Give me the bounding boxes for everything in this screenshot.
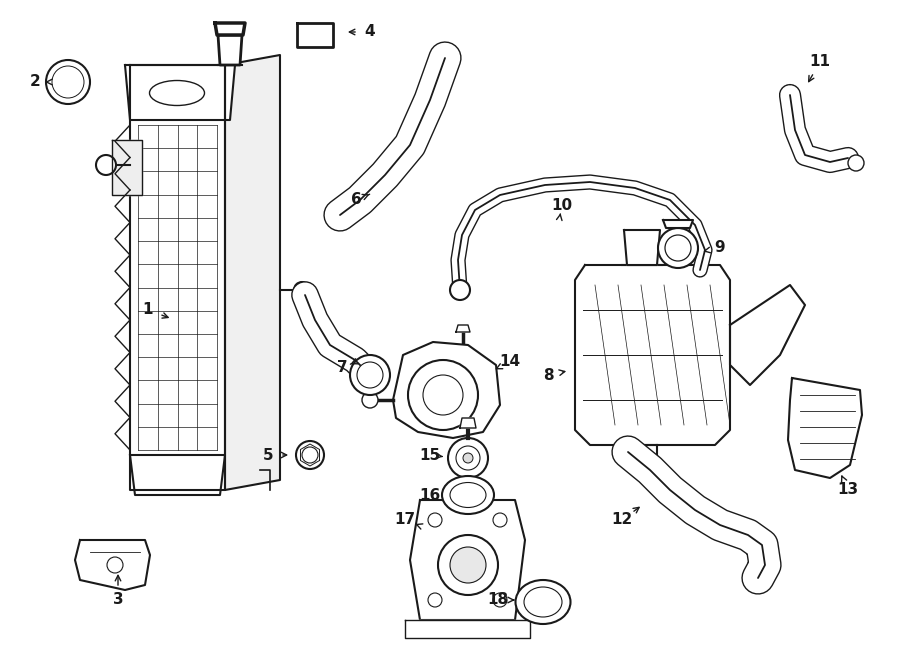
Text: 15: 15 xyxy=(419,447,441,463)
Circle shape xyxy=(423,375,463,415)
Text: 12: 12 xyxy=(611,512,633,527)
Text: 10: 10 xyxy=(552,198,572,212)
Circle shape xyxy=(302,447,318,463)
Text: 16: 16 xyxy=(419,488,441,502)
Text: 7: 7 xyxy=(337,360,347,375)
Text: 18: 18 xyxy=(488,592,508,607)
Text: 5: 5 xyxy=(263,447,274,463)
Text: 3: 3 xyxy=(112,592,123,607)
Circle shape xyxy=(450,547,486,583)
Polygon shape xyxy=(456,325,470,332)
Text: 9: 9 xyxy=(715,241,725,256)
Circle shape xyxy=(428,593,442,607)
Polygon shape xyxy=(460,418,476,428)
Circle shape xyxy=(448,438,488,478)
Text: 11: 11 xyxy=(809,54,831,69)
Polygon shape xyxy=(112,140,142,195)
Polygon shape xyxy=(730,285,805,385)
Circle shape xyxy=(357,362,383,388)
Circle shape xyxy=(665,235,691,261)
Text: 4: 4 xyxy=(364,24,375,40)
Text: 1: 1 xyxy=(143,303,153,317)
Circle shape xyxy=(294,282,310,298)
Ellipse shape xyxy=(450,483,486,508)
Circle shape xyxy=(296,441,324,469)
Polygon shape xyxy=(405,620,530,638)
Circle shape xyxy=(848,155,864,171)
Polygon shape xyxy=(225,55,280,490)
Ellipse shape xyxy=(149,81,204,106)
Circle shape xyxy=(428,513,442,527)
Polygon shape xyxy=(218,35,242,65)
Circle shape xyxy=(463,453,473,463)
Polygon shape xyxy=(663,220,693,228)
Polygon shape xyxy=(215,23,245,35)
Circle shape xyxy=(658,228,698,268)
Circle shape xyxy=(450,280,470,300)
Polygon shape xyxy=(788,378,862,478)
Circle shape xyxy=(493,513,507,527)
Circle shape xyxy=(107,557,123,573)
Polygon shape xyxy=(130,65,225,490)
Text: 17: 17 xyxy=(394,512,416,527)
Ellipse shape xyxy=(516,580,571,624)
Text: 6: 6 xyxy=(351,192,362,208)
Polygon shape xyxy=(125,65,235,120)
Circle shape xyxy=(52,66,84,98)
Circle shape xyxy=(96,155,116,175)
Text: 8: 8 xyxy=(543,368,553,383)
Polygon shape xyxy=(130,455,225,495)
Circle shape xyxy=(493,593,507,607)
Polygon shape xyxy=(75,540,150,590)
Circle shape xyxy=(408,360,478,430)
Circle shape xyxy=(350,355,390,395)
Circle shape xyxy=(58,72,78,92)
Circle shape xyxy=(46,60,90,104)
Polygon shape xyxy=(410,500,525,620)
Polygon shape xyxy=(393,342,500,438)
Polygon shape xyxy=(624,230,660,265)
Text: 13: 13 xyxy=(837,483,859,498)
Text: 2: 2 xyxy=(30,75,40,89)
Polygon shape xyxy=(575,265,730,445)
Circle shape xyxy=(362,392,378,408)
Ellipse shape xyxy=(442,476,494,514)
Text: 14: 14 xyxy=(500,354,520,369)
Circle shape xyxy=(438,535,498,595)
Ellipse shape xyxy=(524,587,562,617)
Polygon shape xyxy=(297,23,333,47)
Circle shape xyxy=(456,446,480,470)
